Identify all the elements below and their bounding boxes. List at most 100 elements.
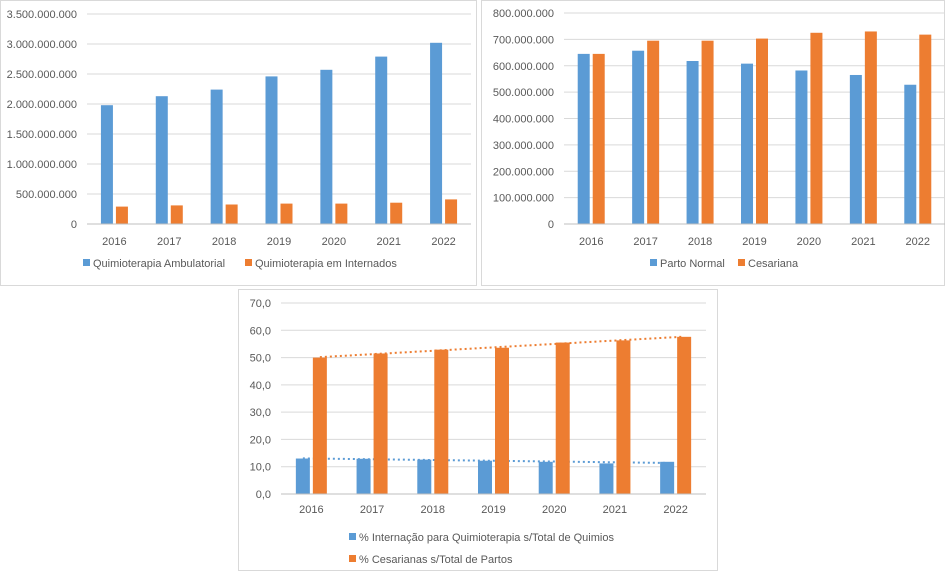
x-tick-label: 2021 [851,236,875,248]
trendline [302,457,668,464]
legend-swatch [245,259,252,266]
bar [375,56,388,224]
bar [864,31,877,225]
legend-label: Quimioterapia Ambulatorial [93,258,225,270]
x-tick-label: 2016 [102,236,126,248]
x-tick-label: 2021 [376,236,400,248]
legend-swatch [349,555,356,562]
trendline [319,335,685,359]
y-tick-label: 60,0 [250,325,271,337]
y-tick-label: 0 [548,219,554,231]
legend-label: Parto Normal [660,258,725,270]
x-tick-label: 2022 [663,504,687,516]
y-tick-label: 20,0 [250,434,271,446]
y-tick-label: 600.000.000 [493,61,554,73]
bar [555,342,570,494]
x-tick-label: 2018 [212,236,236,248]
x-tick-label: 2019 [742,236,766,248]
y-tick-label: 1.500.000.000 [7,129,77,141]
y-tick-label: 400.000.000 [493,114,554,126]
y-tick-label: 2.000.000.000 [7,99,77,111]
y-tick-label: 0 [71,219,77,231]
bar [170,205,183,224]
legend-swatch [349,533,356,540]
chart-percentuais: 0,0 10,0 20,0 30,0 40,0 50,0 60,0 70,0 2016 2017 2… [250,298,706,566]
bar [592,53,605,224]
bar [430,42,443,224]
x-tick-label: 2016 [579,236,603,248]
y-tick-label: 2.500.000.000 [7,69,77,81]
bar [495,347,509,494]
x-tick-label: 2019 [481,504,505,516]
x-tick-label: 2017 [157,236,181,248]
bar [390,202,403,224]
chart-panel-quimioterapia: 0 500.000.000 1.000.000.000 1.500.000.000 2.… [0,0,477,286]
bar [538,461,553,494]
y-tick-label: 70,0 [250,298,271,310]
bar [478,460,492,494]
legend-label: % Cesarianas s/Total de Partos [359,554,513,566]
y-tick-label: 300.000.000 [493,140,554,152]
bar [312,357,327,494]
y-tick-label: 1.000.000.000 [7,159,77,171]
legend-swatch [738,259,745,266]
x-tick-label: 2019 [267,236,291,248]
y-tick-label: 200.000.000 [493,166,554,178]
y-tick-label: 800.000.000 [493,8,554,20]
y-tick-label: 700.000.000 [493,34,554,46]
bar [756,38,768,224]
bar [100,105,113,224]
chart-partos: 0 100.000.000 200.000.000 300.000.000 400.00… [493,8,945,270]
legend-label: % Internação para Quimioterapia s/Total … [359,532,614,544]
legend-label: Cesariana [748,258,799,270]
x-tick-label: 2022 [431,236,455,248]
chart-panel-partos: 0 100.000.000 200.000.000 300.000.000 400.00… [481,0,945,286]
legend-swatch [83,259,90,266]
bar [647,40,660,224]
y-tick-label: 500.000.000 [16,189,77,201]
bar [849,74,862,224]
bar [686,61,699,224]
y-tick-label: 40,0 [250,380,271,392]
bar [115,206,128,224]
x-tick-label: 2016 [299,504,323,516]
x-tick-label: 2018 [688,236,712,248]
legend-label: Quimioterapia em Internados [255,258,397,270]
bar [280,203,293,224]
bar [295,458,310,494]
bar [210,89,223,224]
bar [225,204,238,224]
bar [445,199,458,224]
x-tick-label: 2018 [421,504,445,516]
y-tick-label: 50,0 [250,353,271,365]
bar [616,340,631,494]
bar [320,69,333,224]
y-tick-label: 0,0 [256,489,271,501]
chart-panel-percentuais: 0,0 10,0 20,0 30,0 40,0 50,0 60,0 70,0 2016 2017 2… [238,289,718,571]
bar [701,40,714,224]
y-tick-label: 30,0 [250,407,271,419]
y-tick-label: 3.500.000.000 [7,9,77,21]
bar [417,459,432,494]
bar [434,349,449,494]
bar [632,50,645,225]
x-tick-label: 2022 [906,236,930,248]
bar [599,463,614,494]
y-tick-label: 500.000.000 [493,87,554,99]
bar [577,53,590,224]
bar [795,70,808,224]
y-tick-label: 100.000.000 [493,193,554,205]
x-tick-label: 2021 [603,504,627,516]
x-tick-label: 2020 [797,236,821,248]
bar [335,203,348,224]
bar [919,34,932,224]
bar [660,461,675,494]
bar [155,96,168,224]
y-tick-label: 3.000.000.000 [7,39,77,51]
bar [810,32,823,224]
bar [904,84,917,225]
bar [356,458,371,494]
x-tick-label: 2017 [633,236,657,248]
bar [265,76,278,225]
bar [677,336,692,494]
